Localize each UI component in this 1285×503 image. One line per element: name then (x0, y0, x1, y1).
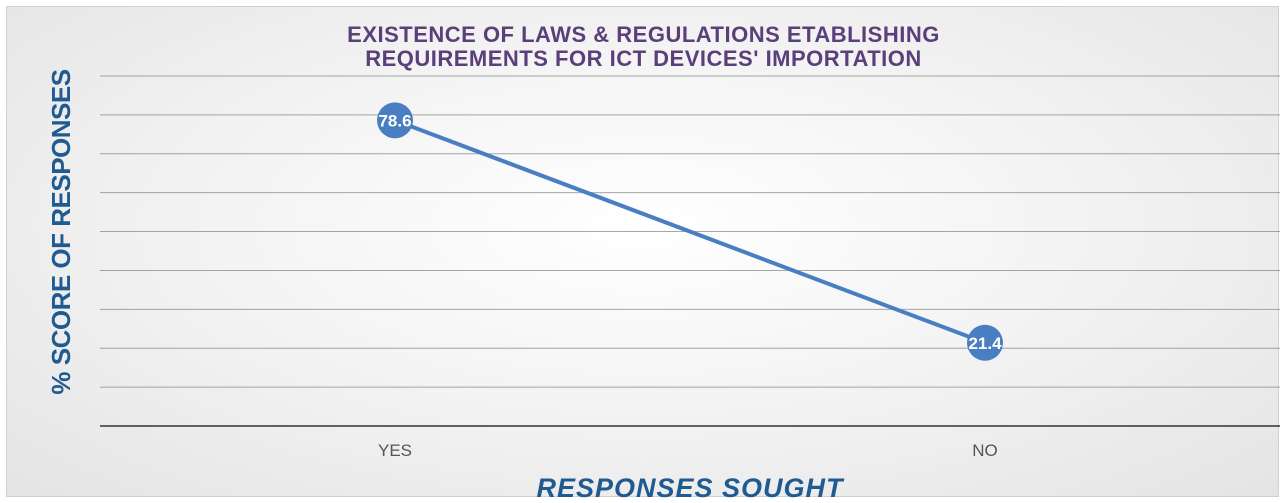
labels: YES NO 78.6 21.4 (378, 111, 1002, 460)
series-line (377, 102, 1003, 361)
x-axis-title: RESPONSES SOUGHT (536, 473, 845, 503)
chart-title: EXISTENCE OF LAWS & REGULATIONS ETABLISH… (7, 23, 1280, 71)
data-point-marker (967, 324, 1003, 361)
gridlines (100, 75, 1280, 388)
x-tick-label: NO (972, 441, 998, 460)
y-axis-title: % SCORE OF RESPONSES (46, 69, 76, 394)
chart-title-line-1: EXISTENCE OF LAWS & REGULATIONS ETABLISH… (347, 22, 940, 47)
data-point-marker (377, 102, 413, 139)
data-label: 21.4 (968, 334, 1002, 353)
series-line-path (394, 118, 986, 345)
chart-title-line-2: REQUIREMENTS FOR ICT DEVICES' IMPORTATIO… (365, 46, 922, 71)
chart-frame: EXISTENCE OF LAWS & REGULATIONS ETABLISH… (6, 6, 1279, 497)
data-label: 78.6 (378, 111, 411, 130)
x-tick-label: YES (378, 441, 412, 460)
